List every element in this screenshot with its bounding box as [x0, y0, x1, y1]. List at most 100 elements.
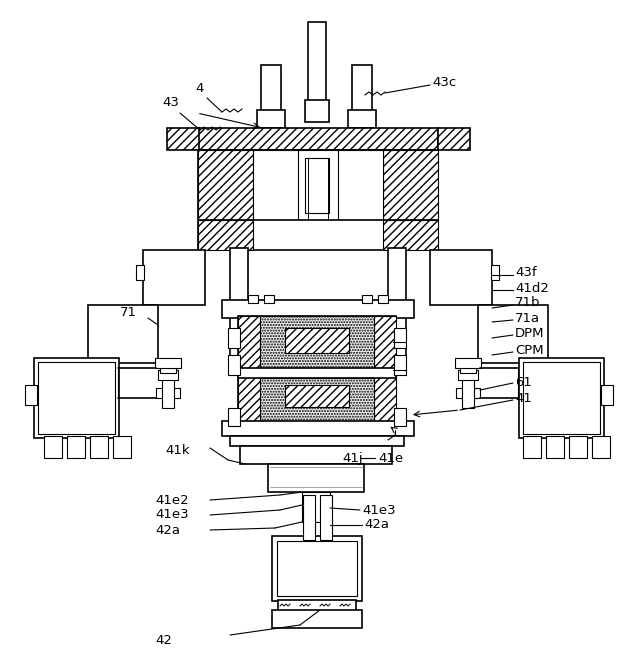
Bar: [260, 378, 374, 421]
Bar: [491, 265, 499, 280]
Bar: [253, 150, 383, 220]
Bar: [278, 600, 356, 618]
Bar: [298, 150, 338, 220]
Bar: [44, 436, 62, 458]
Bar: [308, 22, 326, 117]
Bar: [523, 362, 600, 434]
Text: 41e3: 41e3: [155, 509, 189, 521]
Bar: [261, 65, 281, 120]
Text: 71a: 71a: [515, 311, 540, 325]
Text: 41d2: 41d2: [515, 282, 549, 295]
Bar: [352, 65, 372, 120]
Bar: [303, 495, 315, 540]
Bar: [198, 220, 253, 250]
Text: 41e2: 41e2: [155, 493, 189, 507]
Bar: [34, 358, 119, 438]
Text: 61: 61: [515, 376, 532, 388]
Bar: [430, 250, 492, 305]
Text: 41j: 41j: [342, 452, 363, 465]
Text: 42a: 42a: [364, 519, 389, 531]
Bar: [378, 295, 388, 303]
Bar: [272, 536, 362, 601]
Bar: [285, 328, 349, 353]
Bar: [198, 128, 438, 150]
Text: 4: 4: [195, 82, 204, 94]
Text: 42a: 42a: [155, 523, 180, 537]
Bar: [285, 385, 349, 407]
Bar: [238, 316, 260, 421]
Bar: [264, 295, 274, 303]
Bar: [546, 436, 564, 458]
Bar: [383, 220, 438, 250]
Text: 43f: 43f: [515, 266, 536, 278]
Bar: [136, 265, 144, 280]
Bar: [435, 255, 487, 300]
Bar: [320, 495, 332, 540]
Bar: [156, 388, 180, 398]
Text: 41k: 41k: [165, 444, 189, 457]
Bar: [240, 446, 392, 464]
Bar: [268, 464, 364, 492]
Bar: [272, 610, 362, 628]
Bar: [388, 248, 406, 368]
Text: 41e3: 41e3: [362, 503, 396, 517]
Bar: [90, 436, 108, 458]
Bar: [458, 370, 478, 380]
Text: 71: 71: [120, 305, 137, 319]
Text: 41e: 41e: [378, 452, 403, 465]
Bar: [523, 436, 541, 458]
Bar: [222, 300, 414, 318]
Bar: [160, 365, 176, 373]
Bar: [462, 378, 474, 408]
Bar: [383, 150, 438, 220]
Bar: [155, 358, 181, 368]
Bar: [198, 150, 438, 220]
Bar: [113, 436, 131, 458]
Bar: [592, 436, 610, 458]
Bar: [25, 385, 37, 405]
Bar: [257, 110, 285, 128]
Bar: [230, 248, 248, 368]
Bar: [456, 388, 480, 398]
Bar: [305, 100, 329, 122]
Bar: [484, 310, 544, 358]
Text: 43: 43: [162, 96, 179, 108]
Bar: [167, 128, 199, 150]
Bar: [460, 365, 476, 373]
Text: 43c: 43c: [432, 76, 456, 88]
Bar: [88, 305, 158, 363]
Bar: [302, 492, 330, 522]
Text: DPM: DPM: [515, 327, 545, 339]
Bar: [305, 158, 329, 213]
Bar: [198, 150, 253, 220]
Bar: [238, 368, 396, 378]
Bar: [478, 305, 548, 363]
Bar: [248, 295, 258, 303]
Bar: [158, 370, 178, 380]
Bar: [238, 316, 396, 421]
Bar: [394, 328, 406, 348]
Bar: [93, 310, 153, 358]
Text: CPM: CPM: [515, 343, 543, 357]
Bar: [394, 408, 406, 426]
Bar: [228, 408, 240, 426]
Bar: [148, 255, 200, 300]
Bar: [374, 316, 396, 421]
Bar: [348, 110, 376, 128]
Bar: [438, 128, 470, 150]
Bar: [277, 541, 357, 596]
Bar: [362, 295, 372, 303]
Bar: [222, 421, 414, 436]
Bar: [569, 436, 587, 458]
Text: 41: 41: [515, 392, 532, 404]
Bar: [162, 378, 174, 408]
Bar: [198, 220, 438, 250]
Bar: [228, 328, 240, 348]
Bar: [306, 522, 328, 537]
Bar: [67, 436, 85, 458]
Bar: [394, 355, 406, 375]
Bar: [228, 355, 240, 375]
Text: 71b: 71b: [515, 295, 541, 309]
Bar: [519, 358, 604, 438]
Bar: [143, 250, 205, 305]
